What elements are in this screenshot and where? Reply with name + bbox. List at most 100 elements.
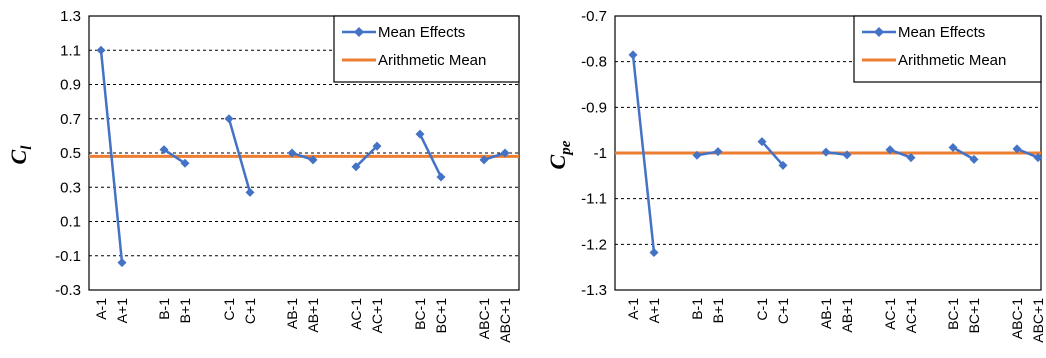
y-tick-label: -1.3 xyxy=(581,282,607,299)
x-tick-label: B-1 xyxy=(689,298,705,320)
plot-area-border xyxy=(88,15,520,291)
legend-label-arithmetic-mean: Arithmetic Mean xyxy=(898,52,1006,69)
y-tick-label: -0.8 xyxy=(581,54,607,71)
mean-effect-point xyxy=(778,160,788,170)
mean-effect-point xyxy=(948,143,958,153)
mean-effect-segment xyxy=(1016,147,1039,159)
legend: Mean Effects Arithmetic Mean xyxy=(333,15,520,83)
legend: Mean Effects Arithmetic Mean xyxy=(853,15,1042,83)
y-tick-label: -0.3 xyxy=(55,282,81,299)
legend-label-mean-effects: Mean Effects xyxy=(378,24,465,41)
x-tick-label: C-1 xyxy=(754,298,770,321)
x-tick-label: AB+1 xyxy=(305,298,321,333)
x-tick-label: ABC+1 xyxy=(497,298,513,343)
x-tick-label: ABC-1 xyxy=(476,298,492,339)
mean-effect-point xyxy=(224,114,234,124)
x-tick-label: A-1 xyxy=(93,298,109,320)
y-axis-label: Cl xyxy=(6,145,35,165)
x-tick-label: B-1 xyxy=(156,298,172,320)
mean-effect-segment xyxy=(418,133,443,178)
x-tick-label: AC+1 xyxy=(903,298,919,334)
y-tick-label: -0.1 xyxy=(55,248,81,265)
legend-box xyxy=(853,15,1042,83)
x-tick-label: BC+1 xyxy=(966,298,982,334)
y-tick-label: -0.7 xyxy=(581,8,607,25)
mean-effect-point xyxy=(628,50,638,60)
mean-effect-point xyxy=(159,145,169,155)
x-tick-label: ABC-1 xyxy=(1009,298,1025,339)
y-axis-label: Cpe xyxy=(545,140,574,169)
mean-effect-segment xyxy=(163,148,186,165)
x-tick-label: C+1 xyxy=(242,298,258,324)
mean-effect-point xyxy=(1033,153,1043,163)
x-tick-label: A+1 xyxy=(646,298,662,324)
y-tick-label: -1 xyxy=(594,145,607,162)
y-tick-label: -0.9 xyxy=(581,99,607,116)
mean-effect-point xyxy=(415,129,425,139)
y-axis-label-main: C xyxy=(6,149,31,164)
x-tick-label: B+1 xyxy=(177,298,193,324)
x-tick-label: C+1 xyxy=(775,298,791,324)
x-tick-label: ABC+1 xyxy=(1030,298,1046,343)
y-tick-label: 0.3 xyxy=(60,179,81,196)
mean-effect-point xyxy=(96,45,106,55)
x-tick-label: AC+1 xyxy=(369,298,385,334)
mean-effect-segment xyxy=(631,54,656,253)
x-tick-label: B+1 xyxy=(710,298,726,324)
y-tick-label: 1.1 xyxy=(60,42,81,59)
legend-box xyxy=(333,15,520,83)
x-tick-label: AB+1 xyxy=(839,298,855,333)
mean-effect-segment xyxy=(952,146,975,161)
mean-effect-segment xyxy=(355,145,378,168)
mean-effect-point xyxy=(757,137,767,147)
y-axis-label-subscript: pe xyxy=(558,140,574,157)
y-axis-label-main: C xyxy=(545,154,570,169)
x-tick-label: A-1 xyxy=(625,298,641,320)
mean-effect-point xyxy=(649,248,659,258)
x-tick-label: AB-1 xyxy=(818,298,834,329)
y-tick-label: 0.7 xyxy=(60,111,81,128)
mean-effect-segment xyxy=(227,118,252,193)
mean-effect-point xyxy=(692,150,702,160)
mean-effect-point xyxy=(969,154,979,164)
chart-panel-2: -0.7 -0.8 -0.9 -1 -1.1 -1.2 -1.3 A-1 A+1 B-1 B+1 C-… xyxy=(545,8,1046,343)
mean-effect-segment xyxy=(483,151,506,162)
mean-effect-point xyxy=(308,155,318,165)
x-tick-label: AC-1 xyxy=(348,298,364,330)
mean-effect-point xyxy=(906,153,916,163)
mean-effect-point xyxy=(479,155,489,165)
x-tick-label: AB-1 xyxy=(284,298,300,329)
mean-effect-point xyxy=(287,148,297,158)
x-tick-label: BC+1 xyxy=(433,298,449,334)
legend-label-mean-effects: Mean Effects xyxy=(898,24,985,41)
x-tick-label: AC-1 xyxy=(882,298,898,330)
legend-key-marker xyxy=(874,27,884,37)
y-tick-label: 0.1 xyxy=(60,214,81,231)
mean-effect-segment xyxy=(761,140,784,167)
x-tick-label: A+1 xyxy=(114,298,130,324)
y-tick-label: 0.5 xyxy=(60,145,81,162)
mean-effect-segment xyxy=(291,151,314,162)
mean-effect-point xyxy=(500,148,510,158)
mean-effect-point xyxy=(180,158,190,168)
mean-effect-point xyxy=(245,187,255,197)
x-tick-label: C-1 xyxy=(221,298,237,321)
mean-effect-point xyxy=(713,147,723,157)
y-tick-label: -1.2 xyxy=(581,236,607,253)
mean-effect-point xyxy=(372,141,382,151)
y-tick-label: -1.1 xyxy=(581,191,607,208)
y-tick-label: 1.3 xyxy=(60,8,81,25)
chart-panel-1: 1.3 1.1 0.9 0.7 0.5 0.3 0.1 -0.1 -0.3 A-1 A+1 B-1 B+… xyxy=(6,8,520,343)
x-tick-label: BC-1 xyxy=(945,298,961,330)
y-tick-label: 0.9 xyxy=(60,77,81,94)
mean-effect-segment xyxy=(99,50,124,263)
mean-effect-point xyxy=(117,258,127,268)
mean-effect-point xyxy=(842,150,852,160)
mean-effect-point xyxy=(885,145,895,155)
mean-effect-point xyxy=(1012,144,1022,154)
mean-effect-point xyxy=(821,147,831,157)
legend-label-arithmetic-mean: Arithmetic Mean xyxy=(378,52,486,69)
mean-effect-segment xyxy=(889,148,912,159)
mean-effect-point xyxy=(351,162,361,172)
